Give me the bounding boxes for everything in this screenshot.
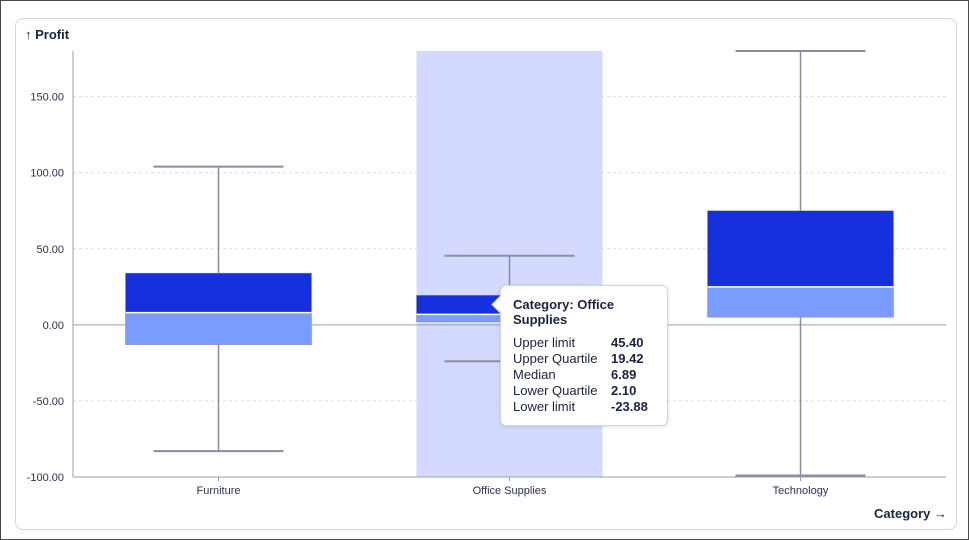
lower-box-furniture (125, 312, 312, 345)
x-tick-label-technology: Technology (773, 485, 829, 497)
x-tick-label-office-supplies: Office Supplies (473, 485, 547, 497)
tooltip-title: Category: Office Supplies (513, 297, 615, 327)
y-tick-label: 150.00 (30, 92, 64, 104)
y-tick-label: 100.00 (30, 168, 64, 180)
lower-box-technology (707, 286, 894, 318)
tooltip-row-lower-limit: Lower limit -23.88 (513, 399, 655, 415)
tooltip-label: Upper Quartile (513, 351, 598, 366)
tooltip-value: 6.89 (611, 367, 637, 382)
tooltip-label: Median (513, 367, 556, 382)
y-axis-title: ↑ Profit (25, 27, 70, 42)
tooltip-row-upper-limit: Upper limit 45.40 (513, 335, 655, 351)
tooltip-row-lower-quartile: Lower Quartile 2.10 (513, 383, 655, 399)
tooltip-row-median: Median 6.89 (513, 367, 655, 383)
upper-box-furniture (125, 272, 312, 313)
chart-tooltip: Category: Office Supplies Upper limit 45… (500, 285, 668, 426)
tooltip-value: 2.10 (611, 383, 637, 398)
tooltip-value: -23.88 (611, 399, 648, 414)
x-axis-title: Category → (874, 506, 947, 521)
tooltip-row-upper-quartile: Upper Quartile 19.42 (513, 351, 655, 367)
tooltip-value: 45.40 (611, 335, 644, 350)
y-tick-label: 0.00 (43, 320, 64, 332)
tooltip-label: Lower limit (513, 399, 576, 414)
y-tick-label: -100.00 (27, 472, 64, 484)
tooltip-value: 19.42 (611, 351, 644, 366)
y-tick-label: 50.00 (36, 244, 64, 256)
x-tick-label-furniture: Furniture (196, 485, 240, 497)
tooltip-label: Upper limit (513, 335, 576, 350)
tooltip-label: Lower Quartile (513, 383, 598, 398)
upper-box-technology (707, 210, 894, 288)
y-tick-label: -50.00 (33, 396, 64, 408)
